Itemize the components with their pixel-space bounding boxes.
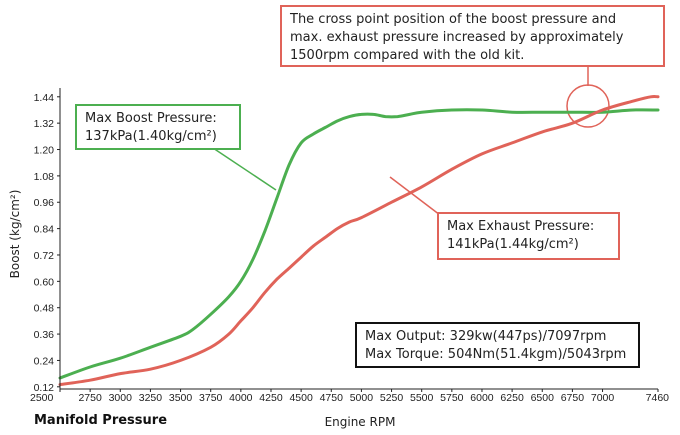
cross-point-annotation: The cross point position of the boost pr…: [280, 5, 665, 67]
boost-line: [58, 108, 660, 380]
x-tick-label: 5750: [440, 392, 464, 404]
annotation-leaders: [206, 65, 610, 216]
x-axis-title: Engine RPM: [325, 415, 396, 429]
y-tick-label: 1.08: [34, 171, 55, 183]
x-tick-label: 4500: [289, 392, 313, 404]
x-tick-label: 2500: [30, 392, 54, 404]
exhaust-line: [58, 94, 660, 387]
output-specs-box: Max Output: 329kw(447ps)/7097rpm Max Tor…: [355, 322, 640, 368]
y-tick-label: 0.48: [34, 303, 55, 315]
max-exhaust-value: 141kPa(1.44kg/cm²): [447, 237, 579, 252]
x-tick-label: 2750: [78, 392, 102, 404]
x-tick-label: 6500: [531, 392, 555, 404]
x-tick-label: 4250: [259, 392, 283, 404]
x-tick-labels: 2500 2750 3000 3250 3500 3750 4000 4250 4500 4750…: [30, 389, 669, 404]
boost-leader-line: [206, 143, 277, 191]
manifold-pressure-label: Manifold Pressure: [34, 413, 167, 428]
y-tick-labels: 0.12 0.24 0.36 0.48 0.60 0.72 0.84 0.96 1.08 1.20…: [34, 92, 60, 394]
x-tick-label: 4750: [320, 392, 344, 404]
x-tick-label: 4000: [229, 392, 253, 404]
y-tick-label: 0.72: [34, 250, 55, 262]
axes: [59, 88, 658, 390]
y-tick-label: 1.44: [34, 92, 55, 104]
max-boost-label: Max Boost Pressure:: [85, 111, 217, 126]
max-exhaust-annotation: Max Exhaust Pressure: 141kPa(1.44kg/cm²): [437, 212, 620, 260]
x-tick-label: 3750: [199, 392, 223, 404]
x-tick-label: 5250: [380, 392, 404, 404]
max-boost-annotation: Max Boost Pressure: 137kPa(1.40kg/cm²): [75, 104, 241, 150]
x-tick-label: 3500: [169, 392, 193, 404]
x-tick-label: 6250: [500, 392, 524, 404]
y-tick-label: 1.32: [34, 118, 55, 130]
x-tick-label: 7000: [591, 392, 615, 404]
max-torque-text: Max Torque: 504Nm(51.4kgm)/5043rpm: [365, 347, 627, 362]
y-tick-label: 0.60: [34, 276, 55, 288]
y-tick-label: 0.24: [34, 355, 55, 367]
x-tick-label: 3250: [139, 392, 163, 404]
x-tick-label: 3000: [109, 392, 133, 404]
y-tick-label: 0.96: [34, 197, 55, 209]
x-tick-label: 6000: [470, 392, 494, 404]
y-tick-label: 0.12: [34, 382, 55, 394]
x-tick-label: 5000: [350, 392, 374, 404]
cross-point-line-2: max. exhaust pressure increased by appro…: [290, 30, 624, 45]
cross-point-line-3: 1500rpm compared with the old kit.: [290, 48, 525, 63]
cross-point-circle: [566, 84, 610, 128]
x-tick-label: 5500: [410, 392, 434, 404]
y-axis-title: Boost (kg/cm²): [8, 190, 22, 279]
y-tick-label: 0.36: [34, 329, 55, 341]
cross-point-line-1: The cross point position of the boost pr…: [290, 12, 617, 27]
exhaust-leader-line: [389, 176, 441, 216]
y-tick-label: 1.20: [34, 145, 55, 157]
max-output-text: Max Output: 329kw(447ps)/7097rpm: [365, 329, 607, 344]
x-tick-label: 6750: [561, 392, 585, 404]
x-tick-label: 7460: [646, 392, 670, 404]
y-tick-label: 0.84: [34, 224, 55, 236]
max-exhaust-label: Max Exhaust Pressure:: [447, 219, 595, 234]
max-boost-value: 137kPa(1.40kg/cm²): [85, 129, 217, 144]
series-layer: [58, 94, 660, 387]
